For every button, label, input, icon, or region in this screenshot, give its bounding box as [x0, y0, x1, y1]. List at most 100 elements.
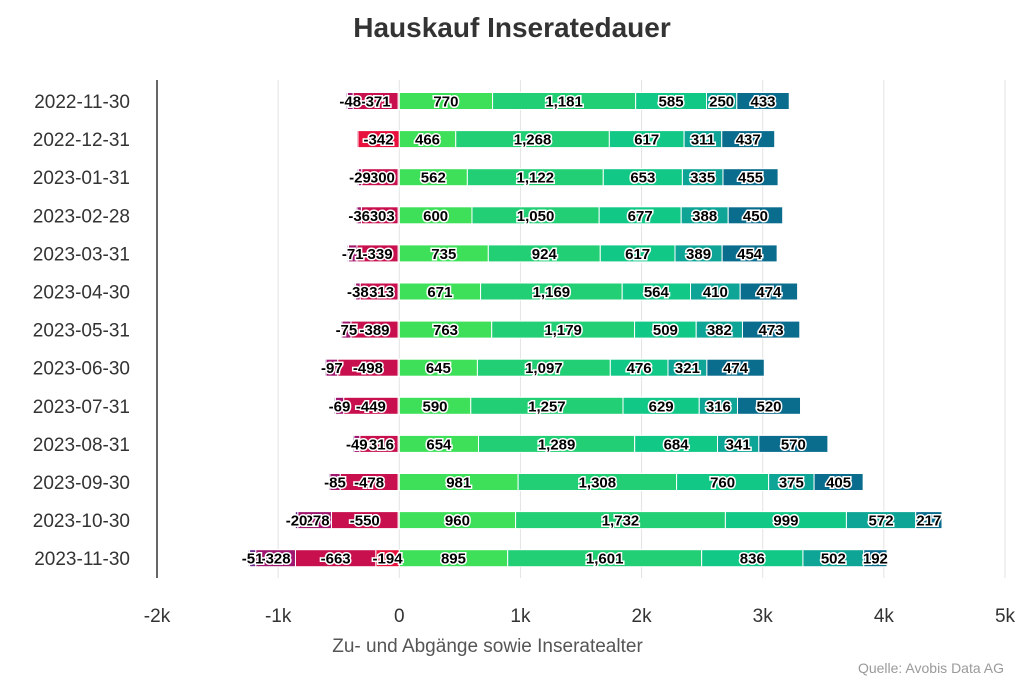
- bar-segment: [247, 549, 251, 568]
- y-tick-label: 2023-04-30: [33, 283, 130, 304]
- data-label: 341: [726, 436, 751, 453]
- data-label: -342: [364, 132, 394, 149]
- data-label: 474: [756, 284, 782, 301]
- y-tick-label: 2022-11-30: [34, 92, 130, 113]
- data-label: 474: [723, 360, 749, 377]
- bar-segment: [346, 244, 349, 263]
- bar-segment: [721, 130, 776, 149]
- x-tick-label: 1k: [510, 606, 531, 627]
- data-label: 981: [446, 475, 471, 492]
- data-label: 389: [686, 246, 711, 263]
- data-label: -389: [359, 322, 389, 339]
- data-label: -69: [329, 398, 351, 415]
- data-label: 1,169: [533, 284, 571, 301]
- bar-segment: [863, 549, 888, 568]
- data-label: 617: [634, 132, 659, 149]
- y-tick-label: 2022-12-31: [33, 130, 130, 151]
- data-label: 473: [759, 322, 784, 339]
- data-label: 1,179: [544, 322, 582, 339]
- bar-segment: [706, 358, 765, 377]
- bar-segment: [737, 396, 802, 415]
- data-label: 1,308: [579, 475, 617, 492]
- y-tick-label: 2023-06-30: [33, 359, 130, 380]
- data-label: 450: [743, 208, 768, 225]
- data-label: -38: [347, 284, 369, 301]
- data-label: 760: [710, 475, 735, 492]
- data-label: -316: [364, 436, 394, 453]
- data-label: -328: [261, 551, 291, 568]
- data-label: 1,289: [538, 436, 576, 453]
- data-label: -278: [300, 513, 330, 530]
- data-label: 1,181: [545, 94, 583, 111]
- data-label: 763: [433, 322, 458, 339]
- data-label: 1,601: [586, 551, 624, 568]
- data-label: 466: [415, 132, 440, 149]
- data-label: 684: [664, 436, 690, 453]
- y-tick-label: 2023-02-28: [33, 206, 130, 227]
- data-label: -550: [350, 513, 380, 530]
- data-label: -71: [342, 246, 364, 263]
- data-label: 654: [426, 436, 452, 453]
- data-label: -75: [336, 322, 358, 339]
- x-tick-label: 4k: [874, 606, 895, 627]
- y-tick-label: 2023-05-31: [33, 321, 130, 342]
- bar-segment: [345, 92, 348, 110]
- data-label: -194: [373, 551, 404, 568]
- data-labels: -371-48 770 1,181 585 250 433 -342 466 1,268 617 3…: [240, 92, 943, 569]
- data-label: 629: [649, 398, 674, 415]
- y-tick-label: 2023-07-31: [33, 397, 130, 418]
- data-label: -85: [324, 475, 346, 492]
- x-tick-label: 0: [394, 606, 405, 627]
- data-label: 570: [781, 436, 806, 453]
- chart-title: Hauskauf Inseratedauer: [353, 12, 671, 43]
- data-label: 1,257: [528, 398, 566, 415]
- bar-segment: [758, 434, 829, 453]
- data-label: -49: [346, 436, 368, 453]
- x-tick-label: -1k: [265, 606, 292, 627]
- data-label: 735: [431, 246, 456, 263]
- bar-segment: [722, 168, 779, 187]
- bar-segment: [739, 282, 799, 301]
- y-tick-label: 2023-11-30: [34, 549, 130, 570]
- data-label: 520: [756, 398, 781, 415]
- data-label: -97: [321, 360, 343, 377]
- bar-segment: [741, 320, 801, 339]
- data-label: 476: [627, 360, 652, 377]
- bar-segment: [727, 206, 784, 225]
- data-label: 590: [423, 398, 448, 415]
- data-label: -478: [354, 475, 384, 492]
- bar-segment: [721, 244, 778, 263]
- data-label: 502: [821, 551, 846, 568]
- data-label: 600: [423, 208, 448, 225]
- data-label: -29: [349, 170, 371, 187]
- data-label: 653: [630, 170, 655, 187]
- data-label: 455: [738, 170, 763, 187]
- data-label: 410: [703, 284, 728, 301]
- data-label: 895: [441, 551, 466, 568]
- data-label: -313: [364, 284, 394, 301]
- data-label: 311: [691, 132, 715, 149]
- data-label: 382: [707, 322, 732, 339]
- data-label: -303: [365, 208, 395, 225]
- data-label: 1,050: [517, 208, 555, 225]
- data-label: -36: [348, 208, 370, 225]
- bar-segment: [915, 511, 943, 530]
- data-label: 572: [869, 513, 894, 530]
- y-tick-label: 2023-10-30: [33, 511, 130, 532]
- y-tick-label: 2023-03-31: [33, 244, 130, 265]
- x-tick-label: 5k: [995, 606, 1016, 627]
- y-tick-label: 2023-09-30: [33, 473, 130, 494]
- bars: [247, 92, 943, 568]
- bar-segment: [736, 92, 790, 110]
- source-note: Quelle: Avobis Data AG: [857, 660, 1004, 676]
- data-label: -48: [339, 94, 361, 111]
- data-label: -449: [356, 398, 386, 415]
- data-label: -20: [286, 513, 308, 530]
- data-label: 316: [706, 398, 731, 415]
- bar-segment: [356, 168, 359, 187]
- bar-segment: [352, 434, 355, 453]
- data-label: 375: [779, 475, 804, 492]
- data-label: 433: [751, 94, 776, 111]
- data-label: 1,097: [525, 360, 563, 377]
